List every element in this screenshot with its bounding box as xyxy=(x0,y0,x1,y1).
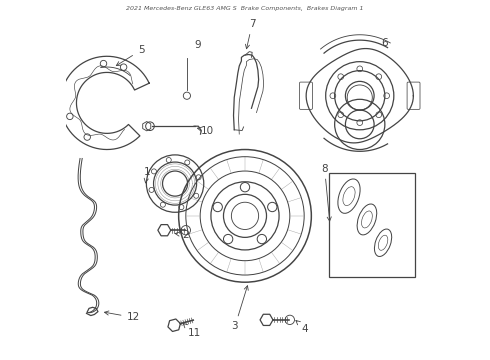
Text: 2: 2 xyxy=(175,230,189,240)
Text: 12: 12 xyxy=(104,311,140,322)
Bar xyxy=(329,173,416,277)
Text: 3: 3 xyxy=(232,286,248,331)
Text: 8: 8 xyxy=(321,163,331,221)
Text: 9: 9 xyxy=(195,40,201,50)
Text: 11: 11 xyxy=(183,323,201,338)
Text: 5: 5 xyxy=(116,45,145,66)
Text: 4: 4 xyxy=(296,320,309,334)
Text: 2021 Mercedes-Benz GLE63 AMG S  Brake Components,  Brakes Diagram 1: 2021 Mercedes-Benz GLE63 AMG S Brake Com… xyxy=(126,6,364,11)
Text: 6: 6 xyxy=(381,38,388,48)
Text: 10: 10 xyxy=(197,126,214,135)
Text: 1: 1 xyxy=(144,167,151,183)
Text: 7: 7 xyxy=(245,19,255,49)
